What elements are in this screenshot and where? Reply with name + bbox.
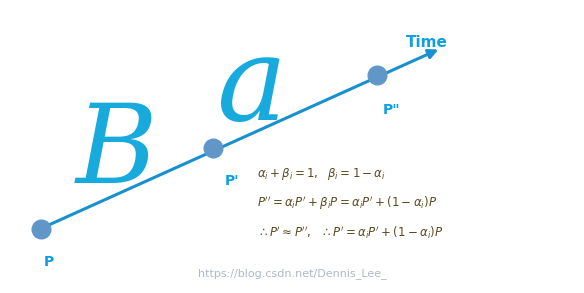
Text: P: P [44,255,54,269]
Text: Time: Time [406,35,448,50]
Text: P": P" [383,103,400,117]
Text: a: a [216,30,286,145]
Text: $\alpha_i + \beta_i = 1, \ \ \beta_i = 1 - \alpha_i$: $\alpha_i + \beta_i = 1, \ \ \beta_i = 1… [257,166,386,182]
Text: $P'' = \alpha_i P' + \beta_i P = \alpha_i P' + (1-\alpha_i)P$: $P'' = \alpha_i P' + \beta_i P = \alpha_… [257,195,437,212]
Text: B: B [76,99,158,206]
Point [36,226,46,231]
Text: https://blog.csdn.net/Dennis_Lee_: https://blog.csdn.net/Dennis_Lee_ [197,268,387,280]
Text: P': P' [225,174,239,188]
Point [208,146,218,150]
Text: $\therefore P' \approx P'', \ \ \therefore P' = \alpha_i P' + (1-\alpha_i)P$: $\therefore P' \approx P'', \ \ \therefo… [257,225,443,241]
Point [372,72,381,77]
